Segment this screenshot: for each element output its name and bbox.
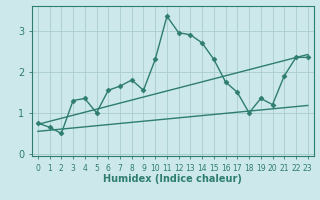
X-axis label: Humidex (Indice chaleur): Humidex (Indice chaleur) xyxy=(103,174,242,184)
